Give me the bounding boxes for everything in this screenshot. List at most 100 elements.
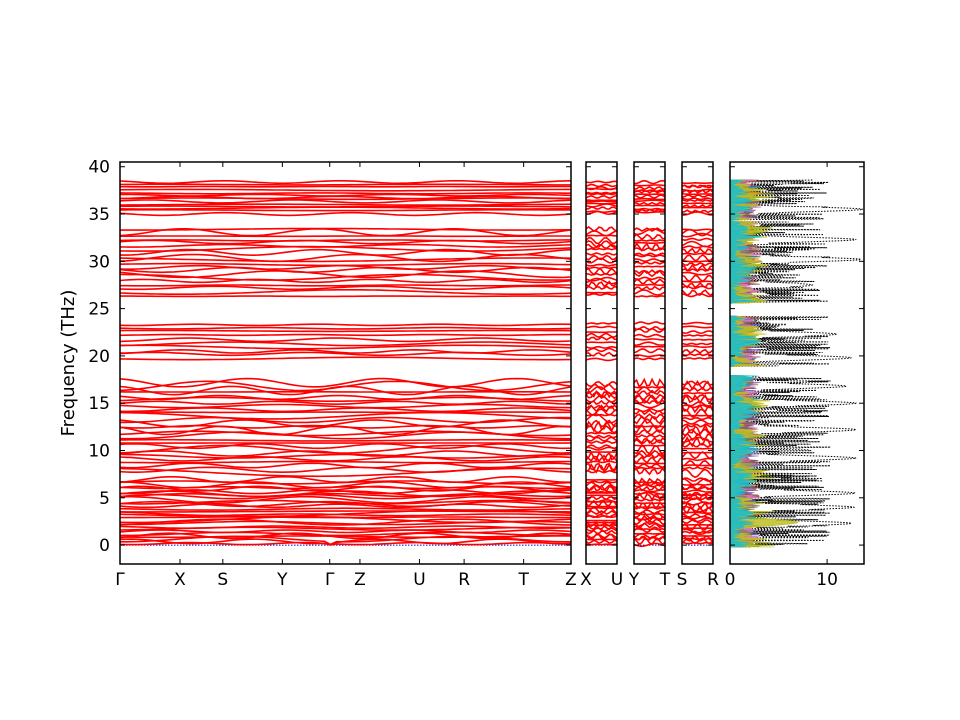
band-line	[682, 345, 713, 348]
band-line	[634, 201, 665, 206]
band-line	[634, 444, 665, 455]
y-tick-label: 35	[88, 205, 110, 225]
band-line	[634, 348, 665, 354]
band-line	[120, 541, 571, 546]
band-line	[120, 407, 571, 413]
band-line	[682, 181, 713, 185]
band-line	[586, 276, 617, 282]
band-line	[586, 539, 617, 545]
band-line	[120, 531, 571, 537]
band-line	[120, 278, 571, 284]
band-line	[682, 530, 713, 534]
band-line	[682, 281, 713, 289]
x-tick-label: X	[580, 570, 592, 590]
band-line	[682, 468, 713, 479]
band-line	[586, 252, 617, 256]
band-line	[120, 400, 571, 406]
band-line	[586, 533, 617, 539]
band-panel-frame-3	[681, 161, 714, 565]
band-line	[682, 263, 713, 273]
band-line	[586, 383, 617, 391]
band-line	[682, 380, 713, 391]
band-line	[634, 341, 665, 347]
band-line	[586, 203, 617, 208]
band-line	[682, 184, 713, 188]
band-line	[634, 509, 665, 515]
band-line	[586, 495, 617, 501]
pdos-area-9	[730, 179, 762, 548]
band-line	[682, 197, 713, 201]
band-line	[586, 183, 617, 188]
band-line	[120, 475, 571, 484]
band-line	[120, 495, 571, 504]
band-line	[586, 524, 617, 531]
band-line	[682, 401, 713, 407]
band-line	[682, 380, 713, 386]
dos-panel	[730, 179, 864, 548]
band-line	[586, 230, 617, 237]
dos-x-tick-label: 0	[725, 570, 736, 590]
band-line	[634, 377, 665, 389]
band-line	[682, 513, 713, 518]
dos-x-tick-label: 10	[816, 570, 838, 590]
y-tick-label: 40	[88, 158, 110, 178]
band-line	[682, 209, 713, 214]
band-line	[586, 267, 617, 276]
band-line	[586, 194, 617, 199]
band-line	[586, 431, 617, 435]
band-line	[586, 345, 617, 350]
band-line	[634, 444, 665, 447]
band-line	[682, 253, 713, 262]
band-line	[634, 189, 665, 194]
band-panel-1	[586, 180, 617, 546]
band-line	[120, 510, 571, 513]
band-line	[682, 334, 713, 337]
band-line	[586, 460, 617, 464]
band-line	[586, 521, 617, 524]
band-line	[120, 257, 571, 263]
band-line	[120, 535, 571, 539]
y-tick-label: 0	[99, 536, 110, 556]
band-line	[120, 348, 571, 354]
band-panel-frame-0	[119, 161, 572, 565]
band-line	[120, 211, 571, 217]
band-line	[586, 469, 617, 474]
band-line	[120, 438, 571, 442]
band-line	[682, 280, 713, 283]
band-line	[120, 193, 571, 197]
band-line	[682, 330, 713, 335]
band-line	[682, 477, 713, 486]
band-line	[120, 467, 571, 478]
band-line	[586, 419, 617, 428]
band-line	[682, 394, 713, 401]
band-line	[586, 404, 617, 410]
band-line	[682, 261, 713, 267]
band-line	[120, 180, 571, 185]
band-line	[634, 428, 665, 436]
band-line	[682, 274, 713, 283]
band-line	[586, 200, 617, 203]
band-line	[586, 462, 617, 474]
band-line	[586, 191, 617, 195]
band-line	[634, 210, 665, 214]
band-line	[682, 199, 713, 202]
x-tick-label: Z	[565, 570, 577, 590]
band-line	[586, 332, 617, 339]
band-line	[120, 209, 571, 212]
band-line	[120, 525, 571, 529]
band-line	[682, 528, 713, 536]
band-line	[634, 389, 665, 396]
band-line	[120, 188, 571, 192]
band-line	[586, 292, 617, 296]
band-panel-2	[634, 179, 665, 548]
band-line	[682, 194, 713, 198]
band-line	[586, 240, 617, 249]
band-line	[586, 322, 617, 325]
band-line	[682, 342, 713, 346]
band-line	[634, 537, 665, 546]
band-line	[682, 419, 713, 425]
band-line	[120, 253, 571, 263]
band-line	[634, 207, 665, 211]
band-line	[120, 419, 571, 428]
band-line	[682, 394, 713, 405]
